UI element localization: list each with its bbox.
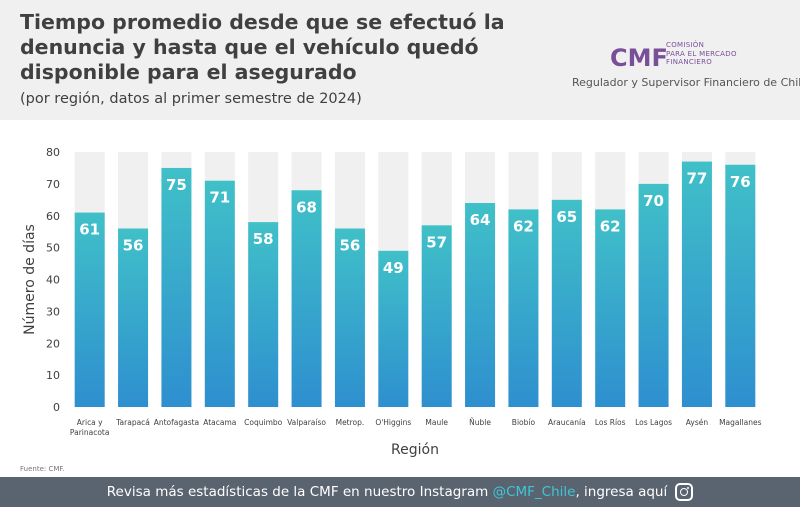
source-note: Fuente: CMF.	[20, 465, 65, 473]
chart-title: Tiempo promedio desde que se efectuó la …	[20, 10, 505, 84]
value-label: 58	[253, 230, 274, 248]
bar	[204, 180, 235, 407]
y-tick-label: 70	[46, 178, 60, 191]
y-tick-label: 30	[46, 305, 60, 318]
y-tick-label: 50	[46, 242, 60, 255]
bar	[595, 209, 626, 407]
bar-chart: 61 56 75 71 58 68 56 49 57 64 62 65 62 70 77 76 0 10 20 30…	[22, 146, 762, 458]
bar	[291, 190, 322, 407]
value-label: 64	[470, 211, 491, 229]
bars	[74, 161, 756, 407]
value-label: 68	[296, 198, 317, 216]
x-axis-label: Región	[391, 442, 439, 458]
value-label: 56	[123, 237, 144, 255]
footer-banner[interactable]: Revisa más estadísticas de la CMF en nue…	[0, 477, 800, 507]
logo-mark: CMF	[610, 44, 668, 72]
value-label: 71	[209, 189, 230, 207]
x-tick-label: Coquimbo	[244, 418, 282, 427]
value-label: 62	[600, 217, 621, 235]
logo-line-2: PARA EL MERCADO	[666, 49, 737, 58]
x-tick-label: Tarapacá	[115, 418, 150, 427]
x-tick-label: Aysén	[686, 418, 709, 427]
value-label: 62	[513, 217, 534, 235]
x-tick-label: O'Higgins	[375, 418, 411, 427]
x-tick-label: Biobío	[512, 418, 536, 427]
x-tick-label: Maule	[425, 418, 448, 427]
x-tick-label: Valparaíso	[287, 418, 326, 427]
logo-text: COMISIÓN PARA EL MERCADO FINANCIERO	[666, 41, 737, 67]
x-tick-label: Ñuble	[469, 418, 491, 427]
bar	[465, 203, 496, 407]
bar	[334, 228, 365, 407]
y-tick-label: 20	[46, 337, 60, 350]
y-axis-ticks: 0 10 20 30 40 50 60 70 80	[46, 146, 60, 414]
bar	[378, 250, 409, 407]
x-tick-label: Los Lagos	[635, 418, 672, 427]
x-tick-label: Parinacota	[70, 428, 110, 437]
bar	[551, 199, 582, 407]
bar	[421, 225, 452, 407]
bar	[638, 183, 669, 407]
bar	[161, 167, 192, 407]
y-tick-label: 0	[53, 401, 60, 414]
x-tick-label: Antofagasta	[154, 418, 199, 427]
footer-text-before: Revisa más estadísticas de la CMF en nue…	[106, 484, 493, 500]
y-tick-label: 10	[46, 369, 60, 382]
header: Tiempo promedio desde que se efectuó la …	[0, 0, 800, 120]
x-tick-label: Metrop.	[336, 418, 365, 427]
bar	[508, 209, 539, 407]
value-label: 57	[426, 233, 447, 251]
logo-line-3: FINANCIERO	[666, 58, 713, 66]
value-label: 70	[643, 192, 664, 210]
x-tick-label: Arica y	[77, 418, 103, 427]
value-labels: 61 56 75 71 58 68 56 49 57 64 62 65 62 70 77 76	[79, 170, 751, 277]
value-label: 61	[79, 221, 100, 239]
value-label: 77	[687, 170, 708, 188]
value-label: 75	[166, 176, 187, 194]
regulator-tagline: Regulador y Supervisor Financiero de Chi…	[572, 76, 800, 89]
value-label: 56	[340, 237, 361, 255]
logo-line-1: COMISIÓN	[666, 41, 705, 49]
y-tick-label: 40	[46, 274, 60, 287]
bar	[118, 228, 149, 407]
x-tick-label: Magallanes	[719, 418, 762, 427]
instagram-icon[interactable]	[675, 483, 694, 501]
value-label: 76	[730, 173, 751, 191]
x-tick-label: Los Ríos	[595, 418, 626, 427]
bar	[681, 161, 712, 407]
x-tick-label: Atacama	[203, 418, 236, 427]
instagram-handle-link[interactable]: @CMF_Chile	[492, 484, 576, 500]
value-label: 49	[383, 259, 404, 277]
bar	[725, 164, 756, 407]
bar	[74, 212, 105, 407]
x-tick-label: Araucanía	[548, 418, 586, 427]
value-label: 65	[556, 208, 577, 226]
y-tick-label: 60	[46, 210, 60, 223]
y-tick-label: 80	[46, 146, 60, 159]
footer-text-after: , ingresa aquí	[575, 484, 668, 500]
bar	[248, 222, 279, 407]
cmf-logo: CMF	[610, 44, 668, 72]
y-axis-label: Número de días	[22, 224, 38, 335]
chart-subtitle: (por región, datos al primer semestre de…	[20, 91, 362, 107]
